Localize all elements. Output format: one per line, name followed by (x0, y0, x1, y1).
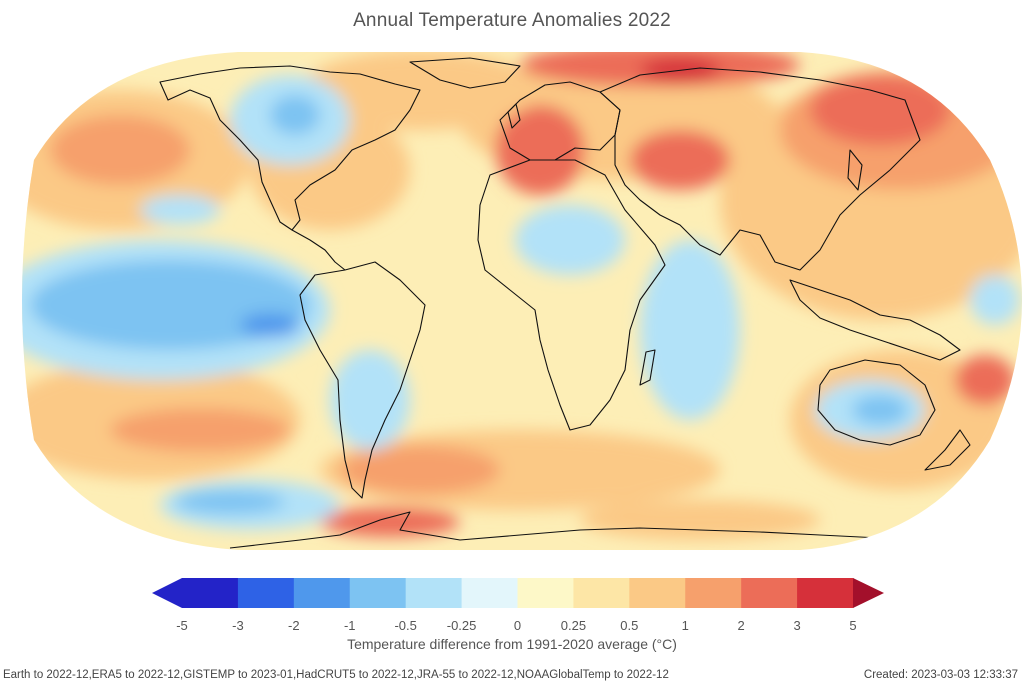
anomaly-europe (495, 105, 585, 195)
anomaly-canada-cold (270, 95, 320, 135)
anomaly-west-pacific-cool (970, 275, 1020, 325)
anomaly-hawaii-cool (140, 195, 220, 225)
coastline-north-america (159, 65, 421, 231)
coastline-south-america (299, 261, 426, 499)
anomaly-north-pacific-core (50, 115, 190, 185)
coastlines (159, 57, 971, 549)
anomaly-south-pacific-cold (175, 490, 285, 514)
created-timestamp: Created: 2023-03-03 12:33:37 (863, 669, 1018, 681)
coastline-japan (847, 149, 863, 191)
map-title: Annual Temperature Anomalies 2022 (353, 10, 671, 31)
coastline-central-america (291, 229, 346, 271)
coastline-southeast-asia-islands (789, 279, 961, 361)
anomaly-pacific-la-nina-core (30, 260, 310, 350)
anomaly-south-pacific-core (110, 408, 290, 452)
coastline-greenland (409, 57, 521, 89)
anomaly-siberia-core (810, 75, 950, 145)
anomaly-australia-cold (852, 395, 908, 425)
coastline-uk (507, 103, 521, 129)
coastline-madagascar (639, 349, 656, 386)
colorbar-label: Temperature difference from 1991-2020 av… (347, 636, 677, 652)
anomaly-antarctic-peninsula (320, 507, 460, 537)
data-sources: y Earth to 2022-12,ERA5 to 2022-12,GISTE… (0, 669, 669, 681)
coastline-new-zealand (924, 429, 971, 471)
anomaly-south-atlantic (340, 445, 500, 495)
coastline-australia (817, 359, 936, 446)
coastline-africa (477, 159, 666, 431)
anomaly-antarctic (580, 500, 820, 540)
coastline-antarctica (229, 511, 941, 549)
anomaly-tasman (955, 355, 1015, 405)
anomaly-south-america-cool (330, 350, 410, 450)
anomaly-sahara-cool (515, 205, 625, 275)
coastline-asia (599, 67, 921, 271)
anomaly-central-asia (630, 130, 730, 190)
anomaly-field (22, 52, 1022, 550)
anomaly-indian-cool (640, 240, 740, 420)
anomaly-pacific-la-nina-peak (240, 313, 300, 337)
